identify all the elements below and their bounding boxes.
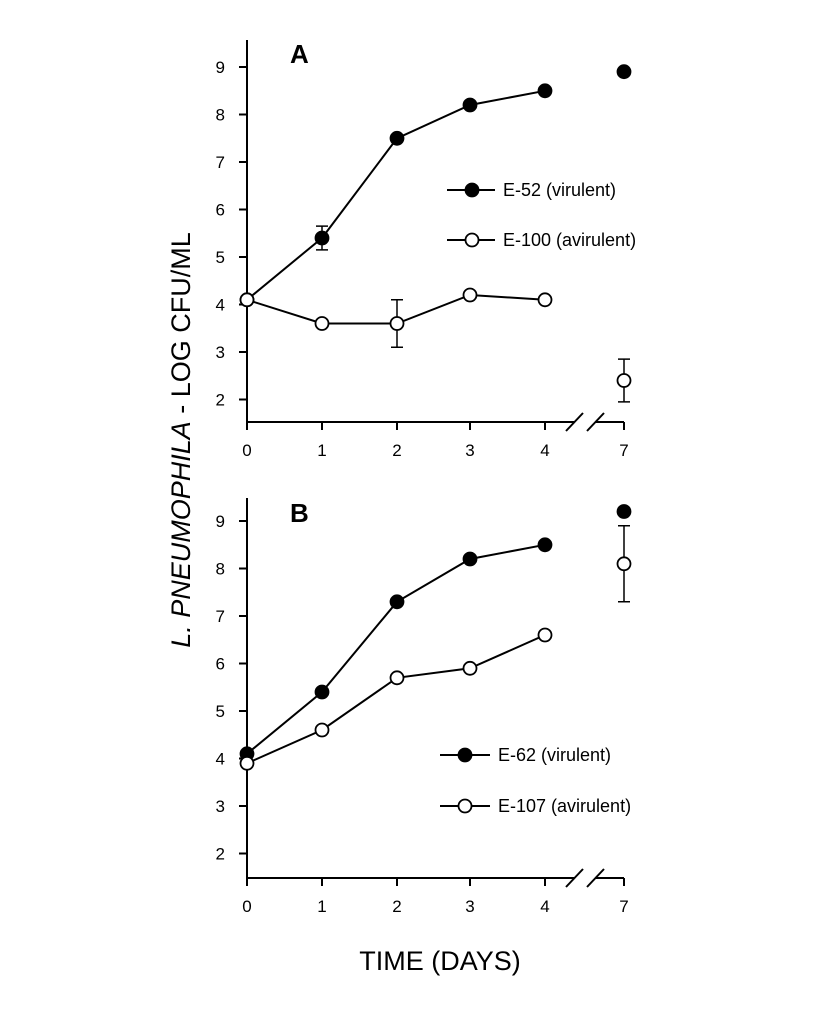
y-tick-label: 5 bbox=[216, 702, 225, 721]
x-tick-label: 2 bbox=[392, 441, 401, 460]
y-tick-label: 2 bbox=[216, 391, 225, 410]
legend-marker bbox=[457, 798, 473, 814]
panel-label: B bbox=[290, 498, 309, 528]
x-tick-label: 1 bbox=[317, 897, 326, 916]
legend-label: E-52 (virulent) bbox=[503, 180, 616, 200]
y-tick-label: 4 bbox=[216, 750, 225, 769]
data-point bbox=[616, 556, 632, 572]
data-point bbox=[314, 684, 330, 700]
panel-a: 2 3 4 5 6 7 8 9 0 1 2 3 4 7 A E-52 (virulent) E-100 (avi… bbox=[216, 39, 637, 460]
series-1 bbox=[239, 504, 632, 762]
legend-marker bbox=[464, 182, 480, 198]
y-tick-label: 2 bbox=[216, 845, 225, 864]
data-point bbox=[462, 551, 478, 567]
y-tick-label: 3 bbox=[216, 797, 225, 816]
y-axis-title: L. PNEUMOPHILA - LOG CFU/ML bbox=[166, 232, 196, 648]
x-tick-label: 0 bbox=[242, 441, 251, 460]
data-point bbox=[537, 83, 553, 99]
legend-marker bbox=[464, 232, 480, 248]
y-tick-label: 7 bbox=[216, 607, 225, 626]
axis-break-mark bbox=[586, 412, 605, 432]
series-2 bbox=[239, 287, 632, 403]
series-line bbox=[246, 543, 546, 755]
y-tick-label: 3 bbox=[216, 343, 225, 362]
y-tick-label: 8 bbox=[216, 560, 225, 579]
x-tick-label: 4 bbox=[540, 897, 549, 916]
panel-b: 2 3 4 5 6 7 8 9 0 1 2 3 4 7 B E-62 (virulent) E-107 (avi… bbox=[216, 498, 632, 916]
legend-label: E-100 (avirulent) bbox=[503, 230, 636, 250]
panel-label: A bbox=[290, 39, 309, 69]
data-point bbox=[389, 316, 405, 331]
data-point bbox=[239, 755, 255, 771]
x-tick-label: 0 bbox=[242, 897, 251, 916]
axis-break-mark bbox=[565, 868, 584, 888]
series-2 bbox=[239, 525, 632, 771]
data-point bbox=[616, 373, 632, 388]
y-tick-label: 9 bbox=[216, 512, 225, 531]
x-tick-label: 2 bbox=[392, 897, 401, 916]
data-point bbox=[462, 97, 478, 113]
data-point bbox=[389, 594, 405, 610]
legend-marker bbox=[457, 747, 473, 763]
data-point bbox=[389, 670, 405, 686]
axis-break-mark bbox=[565, 412, 584, 432]
data-point bbox=[239, 292, 255, 308]
data-point bbox=[537, 537, 553, 553]
legend-label: E-107 (avirulent) bbox=[498, 796, 631, 816]
x-tick-label: 1 bbox=[317, 441, 326, 460]
y-tick-label: 5 bbox=[216, 248, 225, 267]
y-tick-label: 7 bbox=[216, 153, 225, 172]
x-tick-label: 7 bbox=[619, 897, 628, 916]
x-tick-label: 3 bbox=[465, 441, 474, 460]
data-point bbox=[537, 627, 553, 643]
legend-label: E-62 (virulent) bbox=[498, 745, 611, 765]
x-tick-label: 4 bbox=[540, 441, 549, 460]
y-tick-label: 6 bbox=[216, 655, 225, 674]
data-point bbox=[462, 660, 478, 676]
data-point bbox=[462, 287, 478, 303]
y-tick-label: 8 bbox=[216, 106, 225, 125]
y-tick-label: 4 bbox=[216, 296, 225, 315]
series-line bbox=[246, 89, 546, 301]
y-tick-label: 6 bbox=[216, 201, 225, 220]
data-point bbox=[314, 722, 330, 738]
x-axis-title: TIME (DAYS) bbox=[359, 946, 521, 976]
y-tick-label: 9 bbox=[216, 58, 225, 77]
data-point bbox=[314, 230, 330, 246]
data-point bbox=[616, 504, 632, 519]
data-point bbox=[389, 130, 405, 146]
data-point bbox=[314, 316, 330, 331]
legend-entry: E-62 (virulent) bbox=[440, 745, 611, 765]
x-tick-label: 3 bbox=[465, 897, 474, 916]
x-tick-label: 7 bbox=[619, 441, 628, 460]
legend-entry: E-52 (virulent) bbox=[447, 180, 616, 200]
data-point bbox=[616, 64, 632, 80]
axis-break-mark bbox=[586, 868, 605, 888]
legend-entry: E-100 (avirulent) bbox=[447, 230, 636, 250]
legend-entry: E-107 (avirulent) bbox=[440, 796, 631, 816]
data-point bbox=[537, 292, 553, 308]
